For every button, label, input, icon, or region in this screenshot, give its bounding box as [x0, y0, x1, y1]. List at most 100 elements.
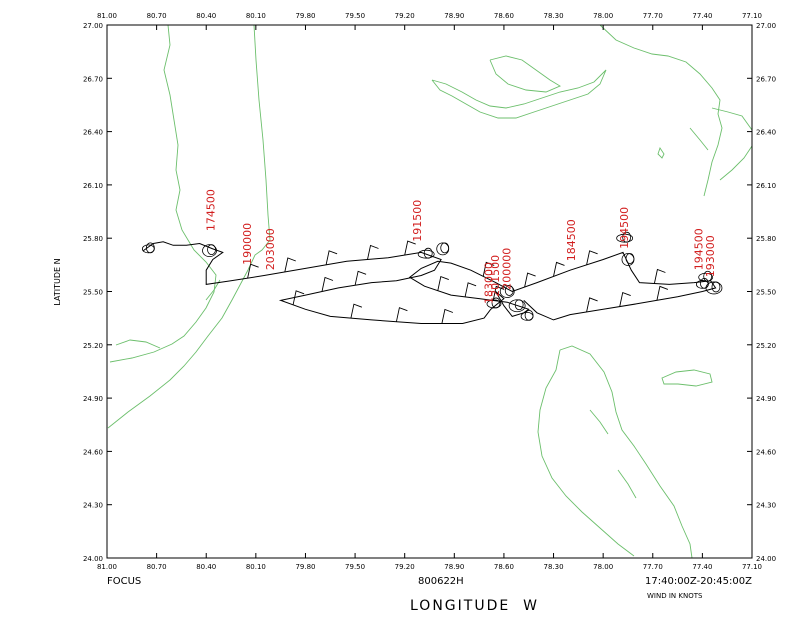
y-tick-label-left: 24.60 [83, 448, 103, 456]
wind-barb [553, 261, 565, 277]
time-label: 184500 [565, 219, 578, 261]
x-tick-label-bottom: 77.70 [643, 563, 663, 571]
time-label: 191500 [411, 200, 424, 242]
y-tick-label-right: 24.90 [756, 395, 776, 403]
x-tick-label-top: 77.40 [692, 12, 712, 20]
coast-keys [115, 279, 221, 349]
x-ticks-bottom: 81.00 80.70 80.40 80.10 79.80 79.50 79.20 78.90… [97, 553, 762, 571]
track-loop-inner [625, 253, 635, 264]
wind-barb [325, 250, 338, 265]
y-tick-label-right: 24.00 [756, 555, 776, 563]
y-tick-label-right: 25.80 [756, 235, 776, 243]
track-loop-inner [491, 297, 501, 309]
y-tick-label-right: 24.30 [756, 502, 776, 510]
track-loop-inner [711, 281, 721, 293]
coast-andros-inner [589, 409, 637, 499]
wind-barb [524, 272, 536, 288]
wind-barbs-layer [247, 240, 669, 324]
time-label: 200000 [501, 248, 514, 290]
y-tick-label-right: 25.20 [756, 342, 776, 350]
y-axis-label: LATITUDE N [53, 258, 62, 305]
y-tick-label-right: 24.60 [756, 448, 776, 456]
y-tick-label-right: 27.00 [756, 22, 776, 30]
x-ticks-top: 81.00 80.70 80.40 80.10 79.80 79.50 79.20 78.90… [97, 12, 762, 30]
x-tick-label-bottom: 78.30 [544, 563, 564, 571]
y-tick-label-right: 25.50 [756, 289, 776, 297]
x-tick-label-bottom: 79.50 [345, 563, 365, 571]
x-tick-label-top: 78.30 [544, 12, 564, 20]
x-tick-label-bottom: 80.70 [147, 563, 167, 571]
wind-barb [404, 240, 416, 256]
y-tick-label-left: 26.10 [83, 182, 103, 190]
wind-units-label: WIND IN KNOTS [647, 592, 703, 600]
y-tick-label-left: 24.30 [83, 502, 103, 510]
track-loop [141, 244, 155, 254]
wind-barb [437, 275, 449, 291]
y-tick-label-left: 24.90 [83, 395, 103, 403]
time-range-label: 17:40:00Z-20:45:00Z [645, 576, 752, 587]
x-tick-label-top: 78.60 [494, 12, 514, 20]
time-label: 190000 [241, 223, 254, 265]
coast-new-providence [661, 369, 713, 387]
x-tick-label-top: 79.80 [295, 12, 315, 20]
wind-barb [395, 307, 408, 322]
track-loop [486, 299, 502, 309]
coast-florida-inner [109, 24, 217, 363]
coast-berry-islands [657, 146, 665, 159]
x-tick-label-bottom: 79.20 [395, 563, 415, 571]
x-tick-label-bottom: 77.40 [692, 563, 712, 571]
x-tick-label-top: 79.20 [395, 12, 415, 20]
y-tick-label-right: 26.10 [756, 182, 776, 190]
track-loop-inner [524, 309, 534, 321]
x-tick-label-bottom: 80.10 [246, 563, 266, 571]
x-tick-label-bottom: 79.80 [295, 563, 315, 571]
x-tick-label-bottom: 81.00 [97, 563, 117, 571]
track-loop-inner [622, 231, 632, 243]
date-label: 800622H [418, 576, 464, 587]
wind-barb [354, 270, 367, 286]
track-loop-inner [504, 285, 514, 296]
time-label: 201500 [489, 255, 502, 297]
circling-loops-layer [141, 231, 723, 321]
wind-barb [619, 291, 631, 307]
x-tick-label-top: 81.00 [97, 12, 117, 20]
x-tick-label-top: 78.90 [444, 12, 464, 20]
y-tick-label-left: 27.00 [83, 22, 103, 30]
wind-barb [321, 276, 334, 292]
flight-track-layer [143, 241, 717, 324]
x-tick-label-bottom: 78.90 [444, 563, 464, 571]
y-tick-label-left: 26.70 [83, 75, 103, 83]
coast-little-bahama [489, 55, 561, 93]
x-tick-label-top: 80.70 [147, 12, 167, 20]
wind-barb [350, 303, 363, 319]
x-tick-label-bottom: 78.00 [593, 563, 613, 571]
y-ticks-right: 27.00 26.70 26.40 26.10 25.80 25.50 25.20 24.90… [747, 22, 776, 563]
y-ticks-left: 27.00 26.70 26.40 26.10 25.80 25.50 25.20 24.90… [83, 22, 112, 563]
wind-barb [292, 290, 305, 305]
wind-barb [367, 244, 379, 260]
time-labels-layer: 174500 190000 203000 191500 1830002015002000… [205, 189, 717, 304]
track-loop [616, 233, 634, 243]
track-loop-inner [514, 299, 524, 311]
track-loop [202, 244, 217, 258]
y-tick-label-right: 26.70 [756, 75, 776, 83]
x-tick-label-top: 77.10 [742, 12, 762, 20]
time-label: 203000 [264, 228, 277, 270]
wind-barb [441, 308, 454, 324]
time-label: 194500 [618, 207, 631, 249]
coast-florida-east [107, 24, 271, 429]
focus-label: FOCUS [107, 576, 142, 587]
wind-barb [586, 297, 598, 312]
y-tick-label-left: 25.20 [83, 342, 103, 350]
x-tick-label-bottom: 80.40 [196, 563, 216, 571]
wind-barb [482, 261, 495, 277]
wind-barb [656, 285, 669, 301]
track-loop [499, 285, 515, 298]
y-tick-label-left: 24.00 [83, 555, 103, 563]
y-tick-label-left: 25.80 [83, 235, 103, 243]
track-loop [417, 249, 435, 259]
x-tick-label-top: 78.00 [593, 12, 613, 20]
wind-barb [247, 263, 259, 279]
y-tick-label-right: 26.40 [756, 129, 776, 137]
time-label: 194500 [692, 228, 705, 270]
